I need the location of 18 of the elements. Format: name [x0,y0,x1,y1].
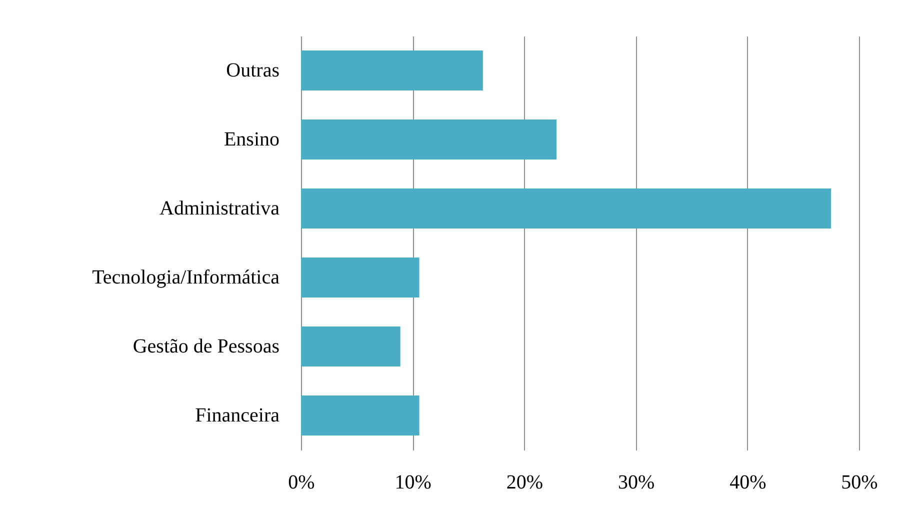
x-tick-label: 40% [730,472,766,494]
bar [301,188,832,229]
bar [301,50,483,91]
x-tick-label: 20% [506,472,544,494]
x-tick-label: 0% [288,472,315,494]
y-tick-label: Administrativa [160,198,280,220]
y-tick-label: Gestão de Pessoas [132,336,280,358]
y-tick-label: Outras [226,60,280,82]
bar [301,257,420,298]
bar [301,395,420,436]
bar [301,326,400,367]
bar [301,119,557,160]
y-tick-label: Financeira [195,404,280,426]
y-tick-label: Tecnologia/Informática [92,266,280,288]
x-tick-label: 50% [841,472,878,494]
x-tick-label: 30% [618,472,655,494]
x-tick-label: 10% [394,472,432,494]
y-tick-label: Ensino [224,128,280,150]
